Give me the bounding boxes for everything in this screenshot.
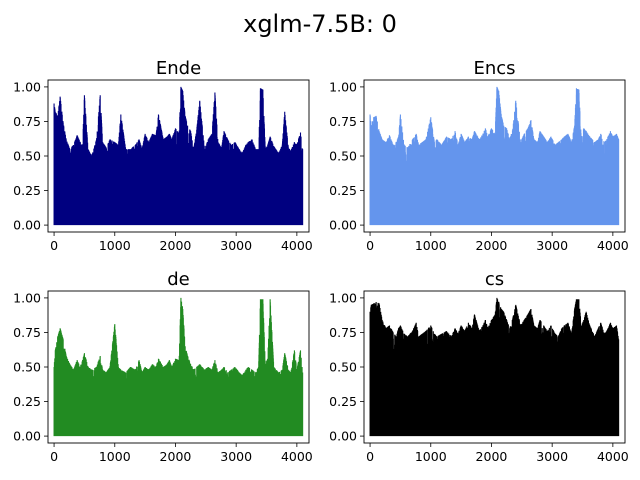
x-tick-label: 2000 bbox=[160, 449, 192, 464]
y-tick-label: 0.25 bbox=[329, 183, 357, 198]
data-series-line bbox=[53, 86, 304, 226]
y-tick-label: 0.00 bbox=[329, 218, 357, 233]
subplot-ende: Ende 0 1000 2000 3000 4000 0.00 0.25 0.50 0.75 1.0… bbox=[13, 58, 313, 253]
subplot-title: Encs bbox=[473, 58, 515, 79]
y-tick-label: 0.75 bbox=[13, 325, 41, 340]
y-tick-label: 0.00 bbox=[13, 429, 41, 444]
y-tick-label: 0.25 bbox=[329, 394, 357, 409]
data-series-line bbox=[369, 86, 620, 226]
y-tick-label: 0.75 bbox=[329, 114, 357, 129]
x-tick-label: 1000 bbox=[99, 449, 131, 464]
subplot-title: de bbox=[167, 269, 190, 290]
subplot-cs: cs 0 1000 2000 3000 4000 0.00 0.25 0.50 0.75 1.00 bbox=[329, 269, 629, 464]
subplot-title: Ende bbox=[156, 58, 201, 79]
x-tick-label: 4000 bbox=[281, 449, 313, 464]
subplot-title: cs bbox=[485, 269, 504, 290]
y-tick-label: 0.00 bbox=[13, 218, 41, 233]
y-tick-label: 1.00 bbox=[13, 79, 41, 94]
y-tick-label: 0.00 bbox=[329, 429, 357, 444]
x-tick-label: 3000 bbox=[220, 238, 252, 253]
x-tick-label: 1000 bbox=[99, 238, 131, 253]
subplot-encs: Encs 0 1000 2000 3000 4000 0.00 0.25 0.50 0.75 1.0… bbox=[329, 58, 629, 253]
data-series-line bbox=[53, 297, 304, 437]
y-tick-label: 1.00 bbox=[329, 290, 357, 305]
x-tick-label: 0 bbox=[50, 238, 58, 253]
y-tick-label: 0.25 bbox=[13, 394, 41, 409]
figure-title: xglm-7.5B: 0 bbox=[243, 10, 397, 38]
x-tick-label: 3000 bbox=[536, 449, 568, 464]
data-series-line bbox=[369, 297, 620, 437]
x-tick-label: 3000 bbox=[220, 449, 252, 464]
y-tick-label: 0.75 bbox=[329, 325, 357, 340]
x-tick-label: 3000 bbox=[536, 238, 568, 253]
x-tick-label: 2000 bbox=[476, 238, 508, 253]
x-tick-label: 1000 bbox=[415, 238, 447, 253]
x-tick-label: 2000 bbox=[160, 238, 192, 253]
y-tick-label: 1.00 bbox=[13, 290, 41, 305]
x-tick-label: 2000 bbox=[476, 449, 508, 464]
y-tick-label: 0.25 bbox=[13, 183, 41, 198]
x-tick-label: 0 bbox=[366, 238, 374, 253]
subplot-de: de 0 1000 2000 3000 4000 0.00 0.25 0.50 0.75 1.00 bbox=[13, 269, 313, 464]
x-tick-label: 4000 bbox=[597, 238, 629, 253]
x-tick-label: 1000 bbox=[415, 449, 447, 464]
y-tick-label: 0.50 bbox=[329, 149, 357, 164]
x-tick-label: 0 bbox=[366, 449, 374, 464]
y-tick-label: 0.50 bbox=[13, 360, 41, 375]
y-tick-label: 0.50 bbox=[329, 360, 357, 375]
x-tick-label: 0 bbox=[50, 449, 58, 464]
y-tick-label: 0.50 bbox=[13, 149, 41, 164]
x-tick-label: 4000 bbox=[281, 238, 313, 253]
x-tick-label: 4000 bbox=[597, 449, 629, 464]
y-tick-label: 1.00 bbox=[329, 79, 357, 94]
y-tick-label: 0.75 bbox=[13, 114, 41, 129]
